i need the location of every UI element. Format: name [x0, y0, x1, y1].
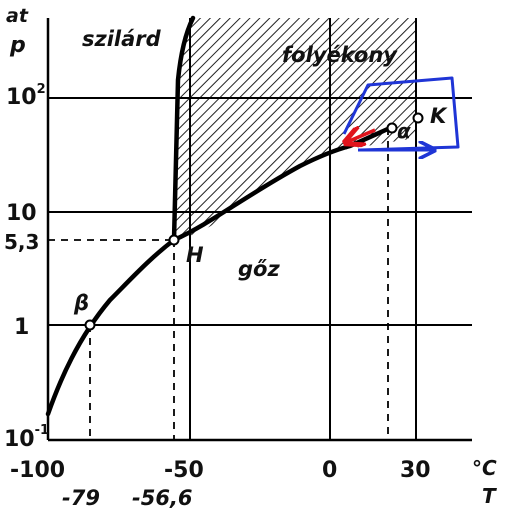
x-tick-0: 0 — [322, 458, 337, 483]
red-annotation — [347, 130, 376, 142]
x-tick-30: 30 — [400, 458, 431, 483]
point-label-critical: K — [430, 104, 448, 128]
y-tick-10: 10 — [6, 201, 37, 226]
grid-lines — [48, 18, 472, 440]
liquid-region-hatch — [174, 18, 416, 240]
y-tick-5-3: 5,3 — [4, 230, 39, 254]
beta-point-marker — [84, 319, 96, 331]
x-axis-unit: °C — [472, 456, 497, 480]
alpha-point-marker — [386, 122, 398, 134]
point-label-beta: β — [73, 291, 89, 315]
blue-annotation — [342, 76, 460, 150]
y-axis-symbol: p — [9, 33, 26, 58]
x-axis-symbol: T — [482, 484, 497, 508]
triple-point-marker — [168, 234, 180, 246]
region-label-solid: szilárd — [82, 27, 162, 51]
critical-point-marker — [412, 112, 424, 124]
y-axis-unit: at — [6, 5, 29, 27]
y-tick-100: 102 — [6, 82, 46, 110]
x-tick-minus-50: -50 — [164, 458, 204, 483]
point-label-alpha: α — [397, 119, 411, 143]
axes — [46, 18, 472, 442]
melting-curve — [171, 15, 196, 243]
region-label-liquid: folyékony — [282, 43, 398, 67]
sublimation-curve — [45, 237, 177, 417]
region-label-gas: gőz — [238, 257, 280, 281]
vaporization-curve — [171, 125, 393, 243]
x-tick-minus-100: -100 — [10, 458, 65, 483]
phase-curves — [45, 15, 393, 417]
x-tick-minus-79: -79 — [62, 486, 100, 510]
x-tick-minus-56-6: -56,6 — [132, 486, 193, 510]
point-label-triple: H — [186, 243, 204, 267]
dashed-guides — [48, 128, 389, 440]
y-tick-0-1: 10-1 — [4, 423, 49, 452]
y-tick-1: 1 — [14, 315, 29, 340]
